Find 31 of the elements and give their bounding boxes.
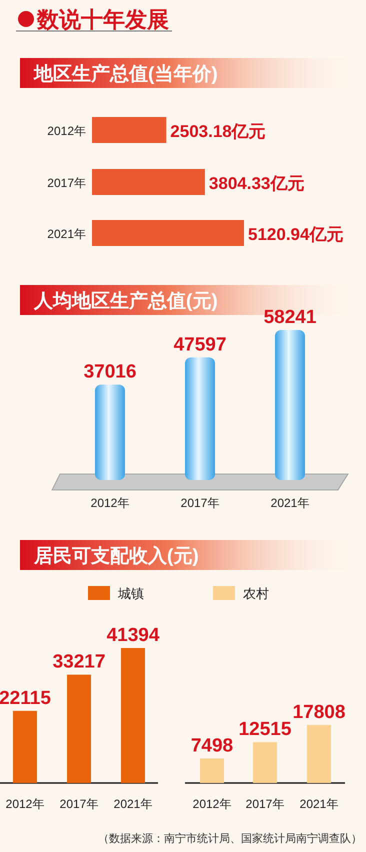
- chart-title: 居民可支配收入(元): [33, 545, 199, 567]
- data-label: 5120.94亿元: [248, 225, 344, 244]
- data-label: 41394: [106, 625, 160, 646]
- chart-title: 人均地区生产总值(元): [33, 290, 218, 312]
- x-tick-label: 2021年: [300, 797, 338, 811]
- y-tick-label: 2017年: [47, 176, 86, 190]
- text: （数据来源：南宁市统计局、国家统计局南宁调查队）: [98, 832, 362, 845]
- y-tick-label: 2021年: [47, 227, 86, 241]
- x-tick-label: 2017年: [60, 797, 98, 811]
- data-label: 22115: [0, 688, 52, 709]
- x-tick-label: 2021年: [270, 496, 310, 510]
- y-tick-label: 2012年: [47, 124, 86, 138]
- data-label: 3804.33亿元: [208, 174, 304, 193]
- x-tick-label: 2021年: [114, 797, 152, 811]
- data-label: 2503.18亿元: [170, 122, 266, 141]
- x-tick-label: 2017年: [246, 797, 284, 811]
- data-label: 37016: [84, 362, 136, 383]
- data-label: 58241: [264, 307, 317, 328]
- x-tick-label: 2012年: [192, 797, 232, 811]
- text: 数说十年发展: [36, 7, 169, 32]
- x-tick-label: 2012年: [6, 797, 44, 811]
- x-tick-label: 2012年: [90, 496, 130, 510]
- data-label: 47597: [174, 334, 226, 356]
- legend-label: 城镇: [117, 586, 144, 601]
- data-label: 17808: [292, 702, 346, 723]
- x-tick-label: 2017年: [180, 496, 220, 510]
- data-label: 33217: [52, 652, 106, 673]
- data-label: 7498: [190, 736, 234, 757]
- chart-title: 地区生产总值(当年价): [33, 63, 218, 85]
- data-label: 12515: [238, 719, 292, 740]
- legend-label: 农村: [243, 586, 269, 601]
